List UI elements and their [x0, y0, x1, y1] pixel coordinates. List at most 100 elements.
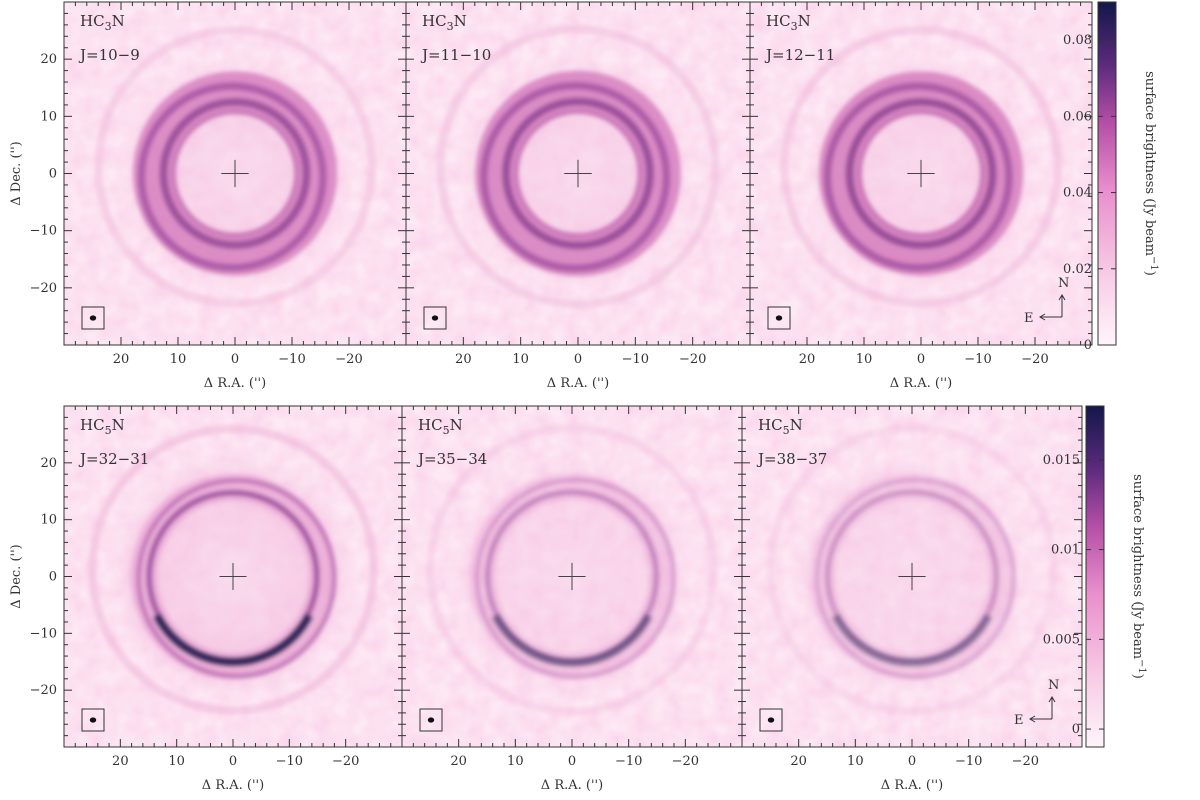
colorbar-tick-label: 0.06 — [1063, 109, 1092, 124]
ticks — [63, 405, 403, 748]
outer-arc — [94, 25, 376, 308]
colorbar-tick-label: 0.08 — [1063, 33, 1092, 48]
beam-ellipse — [775, 315, 783, 321]
x-tick-label: 20 — [112, 754, 129, 769]
transition-label: J=32−31 — [78, 450, 149, 468]
ticks — [749, 1, 1093, 346]
outer-arc — [780, 25, 1062, 308]
beam-ellipse — [89, 315, 97, 321]
emission-ring — [132, 71, 338, 276]
x-tick-label: 10 — [170, 352, 187, 367]
compass-north: N — [1058, 276, 1069, 291]
center-cross — [564, 159, 592, 188]
outer-arc — [88, 424, 378, 715]
emission-ring — [468, 473, 677, 680]
y-tick-label: 10 — [40, 109, 57, 124]
x-axis-label: Δ R.A. ('') — [890, 376, 952, 391]
y-tick-label: −20 — [30, 281, 57, 296]
x-tick-label: 0 — [229, 754, 237, 769]
x-axis-label: Δ R.A. ('') — [541, 778, 603, 793]
panels-layer: HC3N J=10−9 20 10 0 −10 −20 Δ R.A. ('') −20 −10 0 1… — [9, 1, 1093, 793]
beam-ellipse — [427, 717, 435, 723]
colorbar-tick-label: 0.005 — [1043, 632, 1080, 647]
compass-east: E — [1024, 311, 1034, 326]
x-axis-label: Δ R.A. ('') — [547, 376, 609, 391]
x-tick-label: −10 — [615, 754, 642, 769]
x-tick-label: −20 — [679, 352, 706, 367]
colorbar-tick-label: 0 — [1072, 722, 1080, 737]
colorbar-label: surface brightness (Jy beam−1) — [1142, 71, 1159, 276]
y-tick-label: −20 — [30, 683, 57, 698]
compass — [1039, 294, 1066, 321]
map-panel-1-2: HC3N J=11−10 20 10 0 −10 −20 Δ R.A. ('') — [405, 1, 751, 391]
y-tick-label: −10 — [30, 224, 57, 239]
compass-east: E — [1014, 713, 1024, 728]
beam-ellipse — [431, 315, 439, 321]
emission-ring — [808, 473, 1017, 680]
ticks — [405, 1, 751, 346]
map-image — [742, 406, 1082, 747]
ticks — [63, 1, 407, 346]
x-tick-label: 10 — [856, 352, 873, 367]
y-axis-label: Δ Dec. ('') — [9, 544, 24, 608]
beam-ellipse — [767, 717, 775, 723]
x-tick-label: 10 — [847, 754, 864, 769]
colorbar-2: 0 0.005 0.01 0.015 surface brightness (Jy be… — [1043, 405, 1147, 748]
ticks — [401, 405, 743, 748]
colorbars: 0 0.02 0.04 0.06 0.08 surface brightness (Jy … — [1043, 1, 1159, 748]
molecule-label: HC3N — [422, 12, 467, 33]
map-panel-2-3: HC5N J=38−37 20 10 0 −10 −20 Δ R.A. ('') N E — [741, 405, 1083, 793]
compass — [1029, 696, 1056, 723]
x-tick-label: 0 — [231, 352, 239, 367]
x-axis-label: Δ R.A. ('') — [202, 778, 264, 793]
x-tick-label: 0 — [568, 754, 576, 769]
x-tick-label: 20 — [113, 352, 130, 367]
map-panel-1-1: HC3N J=10−9 20 10 0 −10 −20 Δ R.A. ('') −20 −10 0 1… — [9, 1, 407, 391]
beam-ellipse — [89, 717, 97, 723]
center-cross — [898, 562, 926, 591]
colorbar-tick-label: 0.015 — [1043, 453, 1080, 468]
x-tick-label: 10 — [168, 754, 185, 769]
center-cross — [558, 562, 586, 591]
transition-label: J=35−34 — [416, 450, 487, 468]
transition-label: J=12−11 — [764, 46, 835, 64]
colorbar-tick-label: 0.04 — [1063, 186, 1092, 201]
x-tick-label: −10 — [278, 352, 305, 367]
y-tick-label: 20 — [40, 456, 57, 471]
x-tick-label: −10 — [276, 754, 303, 769]
row-2: HC5N J=32−31 20 10 0 −10 −20 Δ R.A. ('') −20 −10 0… — [9, 405, 1083, 793]
molecule-label: HC5N — [80, 416, 125, 437]
y-tick-label: 0 — [49, 167, 57, 182]
molecule-label: HC3N — [80, 12, 125, 33]
x-tick-label: −10 — [622, 352, 649, 367]
colorbar-1: 0 0.02 0.04 0.06 0.08 surface brightness (Jy … — [1063, 1, 1159, 353]
transition-label: J=11−10 — [420, 46, 491, 64]
x-tick-label: 20 — [455, 352, 472, 367]
x-axis-label: Δ R.A. ('') — [881, 778, 943, 793]
x-tick-label: 10 — [512, 352, 529, 367]
molecule-label: HC3N — [766, 12, 811, 33]
center-cross — [907, 159, 935, 188]
x-tick-label: −10 — [964, 352, 991, 367]
colorbar-tick-label: 0 — [1084, 338, 1092, 353]
x-tick-label: −20 — [335, 352, 362, 367]
outer-arc — [436, 25, 720, 309]
x-tick-label: 0 — [908, 754, 916, 769]
x-tick-label: 20 — [799, 352, 816, 367]
ticks — [741, 405, 1083, 748]
colorbar-ramp — [1097, 1, 1117, 346]
x-tick-label: 20 — [790, 754, 807, 769]
row-1: HC3N J=10−9 20 10 0 −10 −20 Δ R.A. ('') −20 −10 0 1… — [9, 1, 1093, 391]
colorbar-ramp — [1085, 405, 1105, 748]
x-axis-label: Δ R.A. ('') — [204, 376, 266, 391]
x-tick-label: −20 — [332, 754, 359, 769]
map-panel-2-2: HC5N J=35−34 20 10 0 −10 −20 Δ R.A. ('') — [401, 405, 743, 793]
map-panel-1-3: HC3N J=12−11 20 10 0 −10 −20 Δ R.A. ('') N E — [749, 1, 1093, 391]
colorbar-tick-label: 0.02 — [1063, 262, 1092, 277]
x-tick-label: 20 — [450, 754, 467, 769]
molecule-label: HC5N — [418, 416, 463, 437]
transition-label: J=38−37 — [756, 450, 827, 468]
emission-ring — [475, 70, 681, 277]
outer-arc — [766, 424, 1058, 716]
